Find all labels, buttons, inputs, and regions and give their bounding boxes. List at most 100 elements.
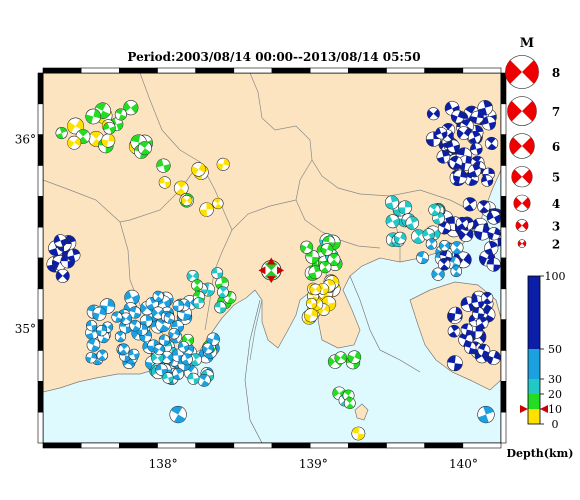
magnitude-legend-label: 5 bbox=[552, 171, 560, 185]
earthquake-beachball bbox=[477, 200, 491, 214]
earthquake-beachball bbox=[319, 260, 332, 274]
mainshock-marker bbox=[258, 257, 285, 284]
earthquake-beachball bbox=[464, 341, 477, 354]
frame-segment bbox=[37, 134, 44, 166]
earthquake-beachball bbox=[211, 267, 224, 279]
earthquake-beachball bbox=[437, 258, 451, 271]
frame-segment bbox=[500, 350, 507, 382]
earthquake-beachball bbox=[181, 194, 193, 207]
earthquake-beachball bbox=[217, 286, 229, 299]
frame-segment bbox=[157, 67, 196, 74]
latitude-label: 35° bbox=[15, 322, 36, 336]
earthquake-beachball bbox=[486, 210, 501, 225]
earthquake-beachball bbox=[171, 367, 185, 381]
earthquake-beachball bbox=[202, 342, 214, 355]
frame-segment bbox=[500, 134, 507, 166]
frame-segment bbox=[500, 196, 507, 228]
frame-segment bbox=[42, 67, 82, 74]
earthquake-beachball bbox=[192, 297, 205, 309]
frame-segment bbox=[348, 442, 387, 449]
depth-band bbox=[528, 409, 540, 424]
magnitude-legend-label: 4 bbox=[552, 197, 560, 211]
earthquake-beachball bbox=[481, 174, 494, 187]
magnitude-legend-label: 3 bbox=[552, 220, 560, 234]
earthquake-beachball bbox=[85, 320, 98, 332]
frame-segment bbox=[386, 442, 425, 449]
earthquake-beachball bbox=[435, 127, 448, 140]
earthquake-beachball bbox=[309, 283, 322, 296]
frame-segment bbox=[386, 67, 425, 74]
earthquake-beachball bbox=[124, 289, 140, 306]
frame-segment bbox=[157, 442, 196, 449]
magnitude-legend: M 8 7 6 5 4 3 2 bbox=[505, 36, 560, 252]
earthquake-beachball bbox=[477, 100, 493, 116]
frame-segment bbox=[500, 72, 507, 105]
earthquake-beachball bbox=[351, 426, 366, 441]
earthquake-beachball bbox=[446, 355, 463, 372]
earthquake-beachball bbox=[480, 291, 494, 305]
frame-segment bbox=[462, 442, 502, 449]
frame-segment bbox=[309, 67, 349, 74]
earthquake-beachball bbox=[428, 203, 441, 216]
depth-tick-label: 20 bbox=[548, 388, 562, 401]
frame-segment bbox=[119, 442, 158, 449]
depth-tick-label: 50 bbox=[548, 343, 562, 356]
depth-tick-label: 30 bbox=[548, 373, 562, 386]
earthquake-beachball bbox=[470, 142, 483, 156]
earthquake-beachballs bbox=[46, 100, 501, 441]
earthquake-beachball bbox=[470, 110, 484, 124]
earthquake-beachball bbox=[162, 372, 174, 384]
earthquake-beachball bbox=[103, 121, 116, 135]
frame-segment bbox=[37, 72, 44, 105]
bay-contour bbox=[244, 275, 421, 443]
depth-bar-outline bbox=[527, 275, 541, 425]
frame-segment bbox=[500, 319, 507, 351]
map-frame bbox=[37, 67, 507, 449]
earthquake-beachball bbox=[449, 155, 463, 170]
frame-segment bbox=[37, 196, 44, 228]
earthquake-beachball bbox=[486, 350, 501, 365]
magnitude-legend-symbol bbox=[511, 166, 533, 188]
frame-segment bbox=[500, 226, 507, 259]
earthquake-beachball bbox=[96, 349, 108, 361]
earthquake-beachball bbox=[128, 306, 142, 319]
earthquake-beachball bbox=[460, 323, 474, 336]
magnitude-legend-symbol bbox=[513, 194, 531, 212]
earthquake-beachball bbox=[453, 169, 468, 184]
earthquake-beachball bbox=[450, 109, 465, 124]
earthquake-beachball bbox=[177, 340, 190, 353]
frame-segment bbox=[348, 67, 387, 74]
earthquake-beachball bbox=[426, 107, 440, 121]
earthquake-beachball bbox=[343, 397, 356, 410]
magnitude-legend-label: 7 bbox=[552, 105, 560, 119]
earthquake-beachball bbox=[436, 149, 451, 164]
frame-segment bbox=[500, 103, 507, 135]
frame-segment bbox=[424, 67, 464, 74]
depth-marker-left bbox=[520, 405, 528, 413]
earthquake-beachball bbox=[216, 157, 230, 171]
frame-segment bbox=[195, 67, 235, 74]
earthquake-beachball bbox=[191, 279, 204, 292]
earthquake-beachball bbox=[173, 180, 189, 196]
earthquake-beachball bbox=[215, 276, 229, 291]
frame-segment bbox=[500, 165, 507, 197]
earthquake-beachball bbox=[180, 353, 193, 366]
earthquake-beachball bbox=[212, 197, 224, 210]
earthquake-beachball bbox=[448, 306, 463, 321]
mainshock-arrow-left bbox=[258, 266, 266, 275]
earthquake-beachball bbox=[53, 234, 67, 248]
earthquake-beachball bbox=[129, 319, 141, 332]
magnitude-legend-symbol bbox=[515, 219, 529, 232]
magnitude-legend-symbol bbox=[509, 133, 535, 159]
latitude-labels: 36° 35° bbox=[15, 132, 36, 336]
earthquake-beachball bbox=[467, 130, 482, 145]
earthquake-beachball bbox=[156, 158, 171, 173]
earthquake-beachball bbox=[206, 332, 220, 346]
earthquake-beachball bbox=[67, 248, 81, 263]
frame-segment bbox=[37, 319, 44, 351]
magnitude-legend-symbol bbox=[517, 239, 527, 248]
frame-segment bbox=[500, 381, 507, 413]
earthquake-beachball bbox=[487, 227, 501, 241]
frame-segment bbox=[271, 67, 311, 74]
earthquake-beachball bbox=[85, 108, 102, 125]
